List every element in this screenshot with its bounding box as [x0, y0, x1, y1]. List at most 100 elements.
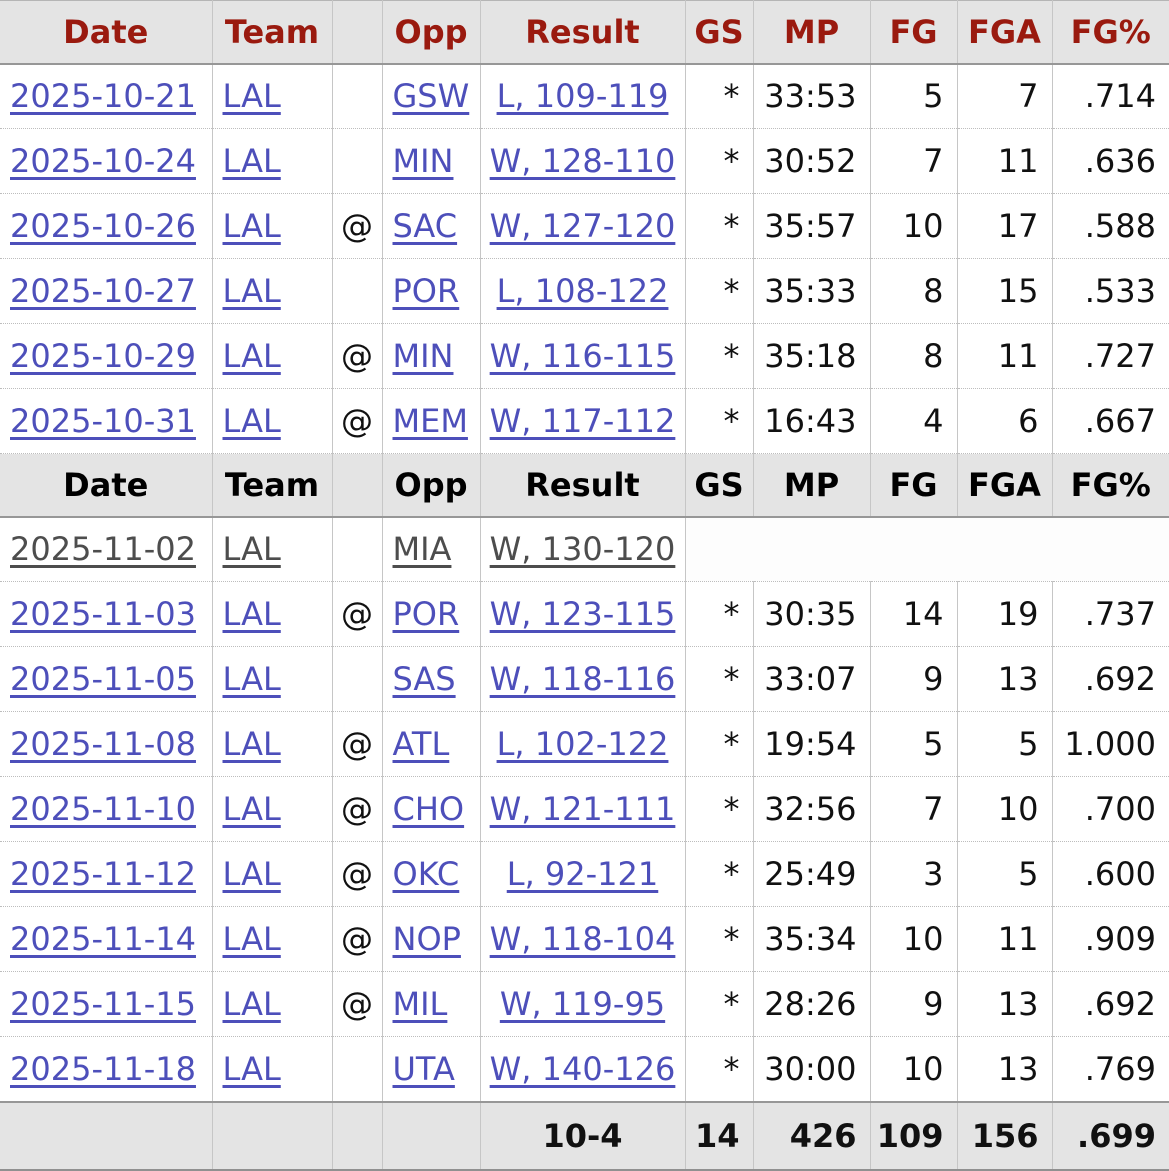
col-header-at — [331, 453, 382, 518]
col-header-gs[interactable]: GS — [684, 0, 753, 65]
date-link[interactable]: 2025-10-21 — [10, 77, 196, 116]
totals-record: 10-4 — [479, 1100, 685, 1170]
col-header-result[interactable]: Result — [479, 0, 685, 65]
totals-gs: 14 — [684, 1100, 753, 1170]
table-row: 2025-10-26 LAL @ SAC W, 127-120 * 35:57 … — [0, 193, 1169, 259]
team-link[interactable]: LAL — [222, 725, 281, 763]
result-link[interactable]: W, 128-110 — [489, 142, 676, 180]
team-link[interactable]: LAL — [222, 1049, 281, 1088]
date-link[interactable]: 2025-10-27 — [10, 272, 196, 310]
date-link[interactable]: 2025-11-05 — [10, 660, 196, 698]
result-link[interactable]: W, 118-116 — [489, 660, 676, 698]
team-link[interactable]: LAL — [222, 985, 281, 1023]
col-header-fgpct: FG% — [1051, 453, 1169, 518]
fg-cell: 10 — [869, 906, 957, 972]
result-link[interactable]: W, 119-95 — [499, 985, 666, 1023]
opp-link[interactable]: UTA — [392, 1049, 455, 1088]
gs-cell: * — [684, 63, 753, 129]
team-link[interactable]: LAL — [222, 207, 281, 245]
opp-link[interactable]: OKC — [392, 855, 460, 893]
opp-link[interactable]: MEM — [392, 402, 468, 440]
mp-cell: 16:43 — [752, 388, 870, 454]
date-link[interactable]: 2025-10-29 — [10, 337, 196, 375]
empty-stats-cell — [684, 516, 1169, 582]
team-link[interactable]: LAL — [222, 790, 281, 828]
team-link[interactable]: LAL — [222, 530, 281, 569]
team-link[interactable]: LAL — [222, 402, 281, 440]
team-link[interactable]: LAL — [222, 142, 281, 180]
opp-link[interactable]: ATL — [392, 725, 450, 763]
date-link[interactable]: 2025-10-24 — [10, 142, 196, 180]
fg-cell: 7 — [869, 128, 957, 194]
opp-link[interactable]: CHO — [392, 790, 465, 828]
opp-link[interactable]: NOP — [392, 920, 461, 958]
date-link[interactable]: 2025-11-15 — [10, 985, 196, 1023]
opp-link[interactable]: POR — [392, 595, 460, 633]
fgpct-cell: .600 — [1051, 841, 1169, 907]
opp-link[interactable]: SAS — [392, 660, 456, 698]
opp-link[interactable]: GSW — [392, 77, 470, 116]
team-link[interactable]: LAL — [222, 660, 281, 698]
opp-link[interactable]: MIN — [392, 142, 454, 180]
result-link[interactable]: W, 121-111 — [489, 790, 676, 828]
col-header-fgpct[interactable]: FG% — [1051, 0, 1169, 65]
opp-link[interactable]: MIA — [392, 530, 452, 569]
col-header-opp[interactable]: Opp — [381, 0, 480, 65]
opp-link[interactable]: MIL — [392, 985, 448, 1023]
col-header-fga[interactable]: FGA — [956, 0, 1052, 65]
opp-link[interactable]: POR — [392, 272, 460, 310]
result-link[interactable]: W, 118-104 — [489, 920, 676, 958]
team-link[interactable]: LAL — [222, 855, 281, 893]
team-link[interactable]: LAL — [222, 595, 281, 633]
col-header-team[interactable]: Team — [211, 0, 332, 65]
fg-cell: 3 — [869, 841, 957, 907]
date-link[interactable]: 2025-10-26 — [10, 207, 196, 245]
result-link[interactable]: W, 140-126 — [489, 1049, 676, 1088]
team-link[interactable]: LAL — [222, 272, 281, 310]
opp-link[interactable]: SAC — [392, 207, 458, 245]
team-link[interactable]: LAL — [222, 920, 281, 958]
fgpct-cell: .714 — [1051, 63, 1169, 129]
away-indicator: @ — [331, 971, 382, 1037]
col-header-opp: Opp — [381, 453, 480, 518]
fg-cell: 5 — [869, 63, 957, 129]
result-link[interactable]: W, 116-115 — [489, 337, 676, 375]
result-link[interactable]: L, 102-122 — [496, 725, 669, 763]
fga-cell: 19 — [956, 581, 1052, 647]
result-link[interactable]: L, 92-121 — [506, 855, 659, 893]
col-header-mp[interactable]: MP — [752, 0, 870, 65]
date-link[interactable]: 2025-11-12 — [10, 855, 196, 893]
result-link[interactable]: L, 109-119 — [496, 77, 669, 116]
mp-cell: 35:18 — [752, 323, 870, 389]
table-row: 2025-10-29 LAL @ MIN W, 116-115 * 35:18 … — [0, 323, 1169, 389]
gs-cell: * — [684, 193, 753, 259]
date-link[interactable]: 2025-11-10 — [10, 790, 196, 828]
result-link[interactable]: L, 108-122 — [496, 272, 669, 310]
fg-cell: 8 — [869, 323, 957, 389]
team-link[interactable]: LAL — [222, 77, 281, 116]
result-link[interactable]: W, 130-120 — [489, 530, 676, 569]
totals-at-cell — [331, 1100, 382, 1170]
result-link[interactable]: W, 127-120 — [489, 207, 676, 245]
team-link[interactable]: LAL — [222, 337, 281, 375]
date-link[interactable]: 2025-11-03 — [10, 595, 196, 633]
col-header-fg[interactable]: FG — [869, 0, 957, 65]
opp-link[interactable]: MIN — [392, 337, 454, 375]
col-header-mp: MP — [752, 453, 870, 518]
date-link[interactable]: 2025-10-31 — [10, 402, 196, 440]
fg-cell: 5 — [869, 711, 957, 777]
fg-cell: 9 — [869, 646, 957, 712]
gs-cell: * — [684, 841, 753, 907]
fga-cell: 17 — [956, 193, 1052, 259]
result-link[interactable]: W, 117-112 — [489, 402, 676, 440]
col-header-date[interactable]: Date — [0, 0, 212, 65]
date-link[interactable]: 2025-11-08 — [10, 725, 196, 763]
table-row: 2025-11-12 LAL @ OKC L, 92-121 * 25:49 3… — [0, 841, 1169, 907]
date-link[interactable]: 2025-11-18 — [10, 1049, 196, 1088]
date-link[interactable]: 2025-11-14 — [10, 920, 196, 958]
fgpct-cell: .692 — [1051, 971, 1169, 1037]
result-link[interactable]: W, 123-115 — [489, 595, 676, 633]
date-link[interactable]: 2025-11-02 — [10, 530, 196, 569]
fgpct-cell: .636 — [1051, 128, 1169, 194]
col-header-fg: FG — [869, 453, 957, 518]
